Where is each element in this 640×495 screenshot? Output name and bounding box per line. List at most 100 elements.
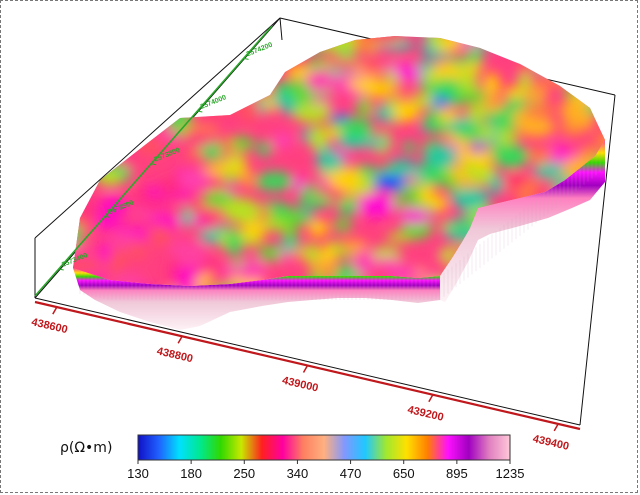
- heat-cell: [332, 219, 353, 232]
- heat-cell: [304, 242, 319, 264]
- y-tick-label: 2574000: [199, 94, 227, 111]
- heat-cell: [221, 264, 241, 279]
- heat-cell: [609, 209, 627, 222]
- heat-cell: [405, 175, 419, 186]
- heat-cell: [203, 163, 239, 175]
- heat-cell: [73, 136, 90, 157]
- heat-cell: [152, 60, 183, 70]
- heat-cell: [226, 230, 242, 257]
- heat-cell: [195, 274, 216, 286]
- heat-cell: [516, 283, 538, 286]
- heat-cell: [534, 77, 572, 86]
- heat-cell: [180, 133, 219, 146]
- heat-cell: [394, 66, 423, 81]
- heat-cell: [487, 233, 525, 245]
- y-tick: [243, 57, 249, 60]
- heat-cell: [73, 136, 100, 145]
- heat-cell: [183, 75, 216, 88]
- heat-cell: [226, 74, 241, 94]
- heat-cell: [160, 81, 175, 108]
- heat-cell: [102, 113, 131, 128]
- heat-cell: [574, 264, 605, 282]
- heat-cell: [204, 40, 243, 57]
- heat-cell: [107, 78, 122, 100]
- heat-cell: [279, 241, 300, 252]
- heat-cell: [454, 284, 492, 286]
- heat-cell: [486, 255, 515, 275]
- heat-cell: [239, 84, 256, 95]
- heat-cell: [241, 170, 254, 188]
- colorbar-gradient: [137, 434, 511, 461]
- heat-cell: [592, 36, 605, 43]
- heat-cell: [161, 36, 178, 56]
- heat-cell: [400, 208, 431, 225]
- heat-cell: [368, 36, 405, 45]
- heat-cell: [451, 188, 490, 209]
- heat-cell: [419, 183, 436, 207]
- heat-cell: [257, 141, 272, 157]
- x-tick: [177, 335, 183, 344]
- heat-cell: [389, 159, 413, 169]
- heat-cell: [218, 56, 234, 81]
- heat-cell: [564, 272, 586, 286]
- heat-cell: [576, 36, 605, 45]
- heat-cell: [172, 53, 187, 64]
- block-front-wall: [73, 268, 440, 330]
- x-tick: [302, 365, 309, 373]
- heat-cell: [117, 71, 148, 94]
- heat-cell: [611, 235, 627, 258]
- heat-cell: [357, 192, 395, 218]
- heat-cell: [81, 74, 106, 94]
- heat-cell: [135, 67, 165, 79]
- heat-cell: [198, 82, 214, 102]
- heat-cell: [316, 152, 345, 171]
- heat-cell: [86, 137, 122, 157]
- heat-cell: [521, 149, 557, 158]
- heat-cell: [424, 145, 458, 169]
- heat-cell: [158, 39, 174, 57]
- colorbar-tick-label: 180: [180, 466, 202, 481]
- resistivity-surface: [73, 36, 627, 309]
- heat-cell: [542, 238, 571, 248]
- heat-cell: [178, 36, 207, 45]
- heat-cell: [455, 287, 475, 309]
- x-axis: 438600 438800 439000 439200 439400: [30, 300, 581, 453]
- heat-cell: [481, 96, 504, 112]
- heat-cell: [562, 218, 585, 238]
- heat-cell: [151, 54, 165, 70]
- heat-cell: [231, 68, 254, 83]
- heat-cell: [327, 166, 363, 191]
- heat-cell: [585, 78, 605, 102]
- heat-cell: [452, 36, 493, 41]
- y-axis-line: [34, 25, 273, 297]
- heat-cell: [148, 225, 172, 245]
- heat-cell: [73, 260, 99, 274]
- heat-cell: [179, 63, 212, 80]
- heat-cell: [97, 169, 123, 187]
- heat-cell: [73, 68, 76, 83]
- heat-cell: [473, 150, 493, 170]
- block-right-wall: [440, 140, 605, 302]
- heat-cell: [279, 36, 298, 51]
- heat-cell: [333, 114, 347, 122]
- heat-cell: [536, 36, 565, 45]
- heat-cell: [571, 271, 591, 286]
- colorbar-tick-label: 470: [340, 466, 362, 481]
- heat-cell: [150, 92, 172, 101]
- heat-cell: [561, 244, 594, 254]
- heat-cell: [127, 243, 147, 259]
- heat-cell: [104, 115, 117, 132]
- heat-cell: [518, 71, 531, 93]
- heat-cell: [352, 250, 377, 276]
- heat-cell: [170, 239, 185, 254]
- heat-cell: [541, 272, 559, 286]
- colorbar-tick-label: 650: [393, 466, 415, 481]
- heat-cell: [353, 78, 370, 93]
- heat-cell: [492, 264, 529, 279]
- heat-cell: [548, 42, 566, 62]
- heat-cell: [330, 58, 362, 70]
- heat-cell: [73, 221, 79, 235]
- heat-cell: [79, 215, 95, 233]
- heat-cell: [115, 79, 149, 105]
